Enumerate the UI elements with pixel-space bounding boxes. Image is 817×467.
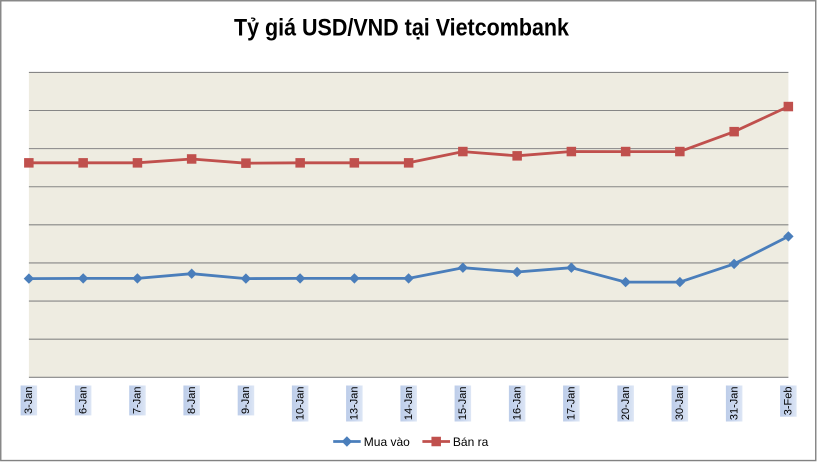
- svg-text:17-Jan: 17-Jan: [566, 386, 578, 420]
- svg-text:9-Jan: 9-Jan: [240, 386, 252, 414]
- svg-text:15-Jan: 15-Jan: [457, 386, 469, 420]
- svg-text:8-Jan: 8-Jan: [186, 386, 198, 414]
- svg-text:13-Jan: 13-Jan: [349, 386, 361, 420]
- svg-text:30-Jan: 30-Jan: [674, 386, 686, 420]
- svg-text:16-Jan: 16-Jan: [511, 386, 523, 420]
- svg-text:7-Jan: 7-Jan: [132, 386, 144, 414]
- svg-text:3-Feb: 3-Feb: [783, 387, 795, 416]
- svg-text:Mua vào: Mua vào: [364, 435, 410, 449]
- svg-text:3-Jan: 3-Jan: [23, 386, 35, 414]
- svg-text:Tỷ giá USD/VND tại Vietcombank: Tỷ giá USD/VND tại Vietcombank: [234, 14, 570, 41]
- svg-text:20-Jan: 20-Jan: [620, 386, 632, 420]
- svg-text:6-Jan: 6-Jan: [78, 386, 90, 414]
- svg-text:Bán ra: Bán ra: [453, 435, 489, 449]
- svg-text:10-Jan: 10-Jan: [294, 386, 306, 420]
- svg-text:31-Jan: 31-Jan: [728, 386, 740, 420]
- svg-text:14-Jan: 14-Jan: [403, 386, 415, 420]
